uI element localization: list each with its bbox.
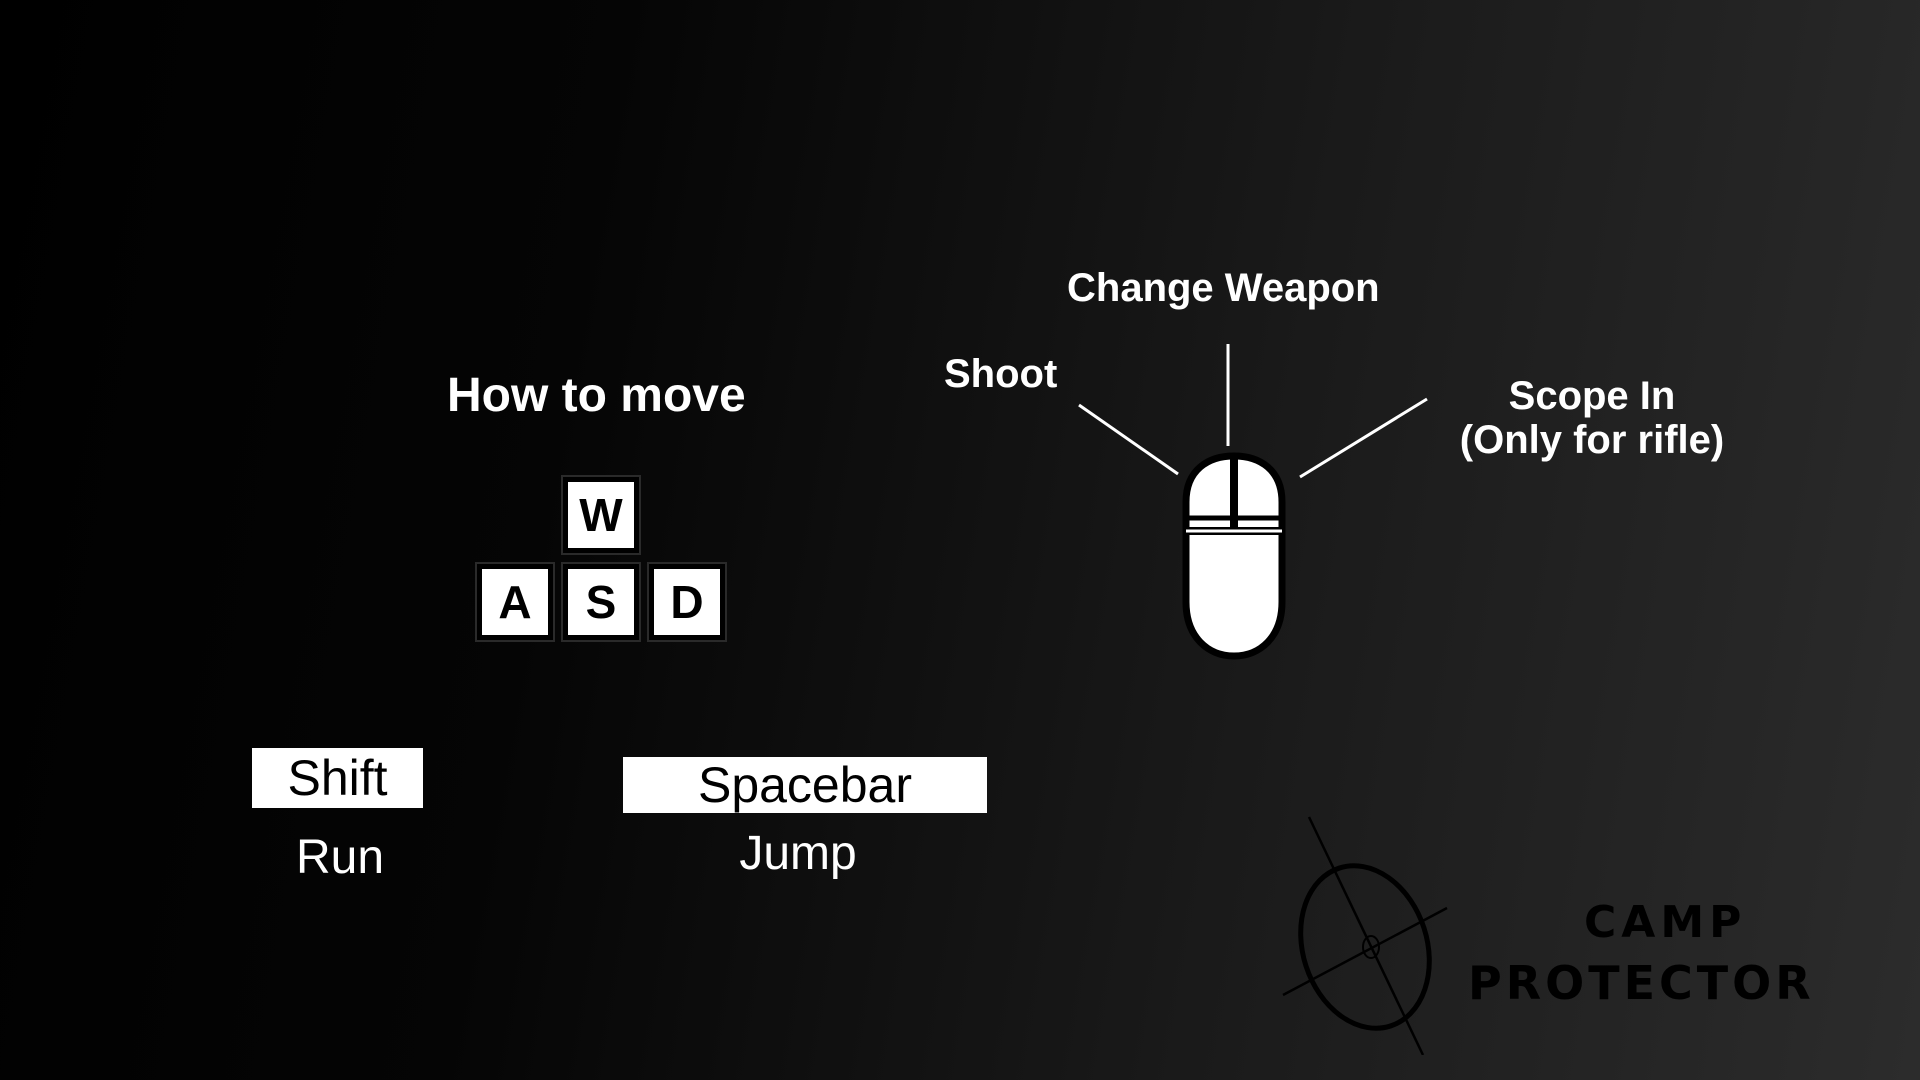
scope-in-line1: Scope In: [1508, 374, 1676, 418]
logo-line-camp: CAMP: [1584, 897, 1747, 948]
scope-in-label: Scope In (Only for rifle): [1452, 374, 1732, 462]
shift-key: Shift: [252, 748, 423, 808]
scope-in-line2: (Only for rifle): [1459, 418, 1725, 462]
shoot-pointer-line: [1078, 403, 1179, 476]
how-to-move-title: How to move: [447, 369, 746, 422]
run-label: Run: [295, 831, 385, 884]
mouse-icon: [1182, 452, 1286, 660]
scope-pointer-line: [1299, 397, 1428, 479]
spacebar-key: Spacebar: [623, 757, 987, 813]
change-weapon-label: Change Weapon: [1067, 266, 1380, 310]
key-w: W: [561, 475, 641, 555]
key-a: A: [475, 562, 555, 642]
shoot-label: Shoot: [944, 352, 1058, 396]
key-d: D: [647, 562, 727, 642]
jump-label: Jump: [739, 827, 857, 880]
logo-line-protector: PROTECTOR: [1468, 956, 1815, 1010]
crosshair-icon: [1282, 816, 1448, 1055]
key-s: S: [561, 562, 641, 642]
